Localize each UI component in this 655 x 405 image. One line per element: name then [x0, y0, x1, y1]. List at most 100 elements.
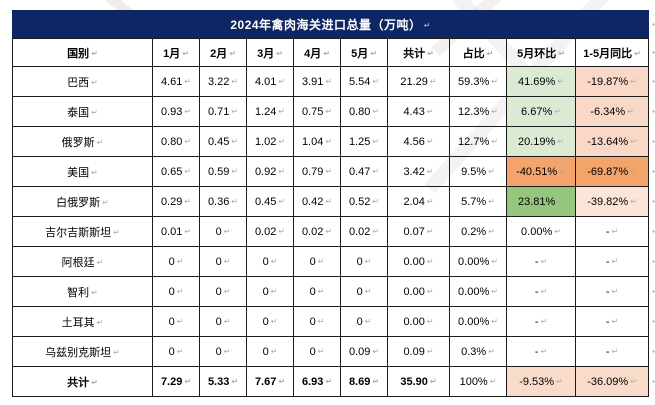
value-cell[interactable]: 5.54 ↵ — [340, 66, 388, 97]
mom-cell[interactable]: - ↵ — [506, 336, 576, 367]
value-cell[interactable]: 0.80 ↵ — [152, 126, 200, 157]
value-cell[interactable]: 0.09 ↵ — [340, 336, 388, 367]
value-cell[interactable]: 0 ↵ — [246, 246, 294, 277]
value-cell[interactable]: 0 ↵ — [152, 246, 200, 277]
value-cell[interactable]: 3.42 ↵ — [387, 156, 450, 187]
value-cell[interactable]: 0 ↵ — [199, 276, 247, 307]
yoy-cell[interactable]: - ↵ — [574, 246, 650, 277]
value-cell[interactable]: 6.93 ↵ — [293, 366, 341, 397]
value-cell[interactable]: 0 ↵ — [293, 246, 341, 277]
value-cell[interactable]: 35.90 ↵ — [387, 366, 450, 397]
country-cell[interactable]: 吉尔吉斯斯坦 ↵ — [12, 216, 153, 247]
yoy-cell[interactable]: -13.64% ↵ — [574, 126, 650, 157]
value-cell[interactable]: 5.33 ↵ — [199, 366, 247, 397]
value-cell[interactable]: 0 ↵ — [199, 246, 247, 277]
value-cell[interactable]: 0 ↵ — [293, 336, 341, 367]
value-cell[interactable]: 9.5% ↵ — [449, 156, 507, 187]
table-title[interactable]: 2024年禽肉海关进口总量（万吨） ↵ — [11, 10, 650, 39]
country-cell[interactable]: 白俄罗斯 ↵ — [12, 186, 153, 217]
value-cell[interactable]: 0.00% ↵ — [449, 276, 507, 307]
yoy-cell[interactable]: -19.87% ↵ — [574, 66, 650, 97]
value-cell[interactable]: 0 ↵ — [246, 306, 294, 337]
yoy-cell[interactable]: - ↵ — [574, 276, 650, 307]
value-cell[interactable]: 0.09 ↵ — [387, 336, 450, 367]
value-cell[interactable]: 1.25 ↵ — [340, 126, 388, 157]
value-cell[interactable]: 4.56 ↵ — [387, 126, 450, 157]
mom-cell[interactable]: -9.53% ↵ — [506, 366, 576, 397]
value-cell[interactable]: 0.3% ↵ — [449, 336, 507, 367]
value-cell[interactable]: 4.01 ↵ — [246, 66, 294, 97]
value-cell[interactable]: 3.22 ↵ — [199, 66, 247, 97]
country-cell[interactable]: 阿根廷 ↵ — [12, 246, 153, 277]
value-cell[interactable]: 0.29 ↵ — [152, 186, 200, 217]
yoy-cell[interactable]: - ↵ — [574, 216, 650, 247]
value-cell[interactable]: 0 ↵ — [340, 246, 388, 277]
header-cell-6[interactable]: 共计 ↵ — [387, 38, 450, 67]
value-cell[interactable]: 12.3% ↵ — [449, 96, 507, 127]
value-cell[interactable]: 1.24 ↵ — [246, 96, 294, 127]
value-cell[interactable]: 0 ↵ — [199, 306, 247, 337]
country-cell[interactable]: 美国 ↵ — [12, 156, 153, 187]
value-cell[interactable]: 0.00 ↵ — [387, 276, 450, 307]
header-cell-3[interactable]: 3月 ↵ — [246, 38, 294, 67]
value-cell[interactable]: 0.45 ↵ — [246, 186, 294, 217]
value-cell[interactable]: 2.04 ↵ — [387, 186, 450, 217]
value-cell[interactable]: 0 ↵ — [293, 306, 341, 337]
value-cell[interactable]: 0 ↵ — [340, 306, 388, 337]
value-cell[interactable]: 0.01 ↵ — [152, 216, 200, 247]
value-cell[interactable]: 0.42 ↵ — [293, 186, 341, 217]
value-cell[interactable]: 0.47 ↵ — [340, 156, 388, 187]
country-cell[interactable]: 乌兹别克斯坦 ↵ — [12, 336, 153, 367]
mom-cell[interactable]: 23.81% ↵ — [506, 186, 576, 217]
value-cell[interactable]: 0.02 ↵ — [246, 216, 294, 247]
value-cell[interactable]: 0 ↵ — [152, 276, 200, 307]
country-cell[interactable]: 泰国 ↵ — [12, 96, 153, 127]
value-cell[interactable]: 0 ↵ — [152, 306, 200, 337]
header-cell-9[interactable]: 1-5月同比 ↵ — [574, 38, 650, 67]
value-cell[interactable]: 0.80 ↵ — [340, 96, 388, 127]
header-cell-7[interactable]: 占比 ↵ — [449, 38, 507, 67]
mom-cell[interactable]: -40.51% ↵ — [506, 156, 576, 187]
yoy-cell[interactable]: -39.82% ↵ — [574, 186, 650, 217]
yoy-cell[interactable]: - ↵ — [574, 306, 650, 337]
value-cell[interactable]: 4.61 ↵ — [152, 66, 200, 97]
value-cell[interactable]: 0.45 ↵ — [199, 126, 247, 157]
value-cell[interactable]: 100% ↵ — [449, 366, 507, 397]
mom-cell[interactable]: - ↵ — [506, 276, 576, 307]
yoy-cell[interactable]: -69.87% ↵ — [574, 156, 650, 187]
mom-cell[interactable]: 6.67% ↵ — [506, 96, 576, 127]
value-cell[interactable]: 59.3% ↵ — [449, 66, 507, 97]
header-cell-8[interactable]: 5月环比 ↵ — [506, 38, 576, 67]
value-cell[interactable]: 7.67 ↵ — [246, 366, 294, 397]
header-cell-1[interactable]: 1月 ↵ — [152, 38, 200, 67]
mom-cell[interactable]: - ↵ — [506, 246, 576, 277]
mom-cell[interactable]: 0.00% ↵ — [506, 216, 576, 247]
yoy-cell[interactable]: -36.09% ↵ — [574, 366, 650, 397]
value-cell[interactable]: 0.00 ↵ — [387, 246, 450, 277]
value-cell[interactable]: 1.04 ↵ — [293, 126, 341, 157]
value-cell[interactable]: 0.00% ↵ — [449, 306, 507, 337]
mom-cell[interactable]: - ↵ — [506, 306, 576, 337]
value-cell[interactable]: 0 ↵ — [199, 216, 247, 247]
value-cell[interactable]: 0.02 ↵ — [340, 216, 388, 247]
yoy-cell[interactable]: -6.34% ↵ — [574, 96, 650, 127]
value-cell[interactable]: 0.52 ↵ — [340, 186, 388, 217]
header-cell-0[interactable]: 国别 ↵ — [12, 38, 153, 67]
yoy-cell[interactable]: - ↵ — [574, 336, 650, 367]
country-cell[interactable]: 巴西 ↵ — [12, 66, 153, 97]
value-cell[interactable]: 0.71 ↵ — [199, 96, 247, 127]
mom-cell[interactable]: 20.19% ↵ — [506, 126, 576, 157]
value-cell[interactable]: 0.79 ↵ — [293, 156, 341, 187]
value-cell[interactable]: 0.75 ↵ — [293, 96, 341, 127]
value-cell[interactable]: 0.00% ↵ — [449, 246, 507, 277]
value-cell[interactable]: 0.07 ↵ — [387, 216, 450, 247]
value-cell[interactable]: 0 ↵ — [293, 276, 341, 307]
value-cell[interactable]: 8.69 ↵ — [340, 366, 388, 397]
value-cell[interactable]: 0.36 ↵ — [199, 186, 247, 217]
country-cell[interactable]: 俄罗斯 ↵ — [12, 126, 153, 157]
value-cell[interactable]: 0.2% ↵ — [449, 216, 507, 247]
value-cell[interactable]: 0.65 ↵ — [152, 156, 200, 187]
header-cell-5[interactable]: 5月 ↵ — [340, 38, 388, 67]
value-cell[interactable]: 5.7% ↵ — [449, 186, 507, 217]
country-cell[interactable]: 土耳其 ↵ — [12, 306, 153, 337]
